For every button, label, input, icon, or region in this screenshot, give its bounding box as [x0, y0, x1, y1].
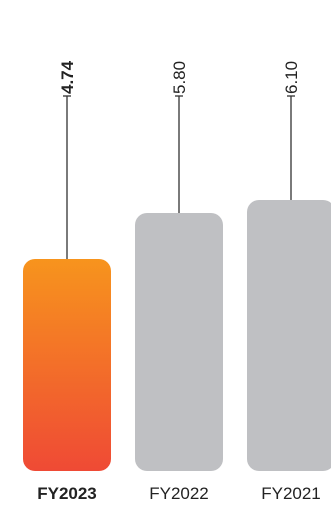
- bar-group-fy2021: 6.10 FY2021: [247, 61, 331, 503]
- bar-fy2021: [247, 199, 331, 471]
- value-label-fy2022: 5.80: [170, 61, 189, 94]
- bar-fy2022: [135, 213, 223, 471]
- value-label-fy2023: 4.74: [58, 60, 77, 94]
- category-label-fy2021: FY2021: [261, 484, 321, 503]
- category-label-fy2022: FY2022: [149, 484, 209, 503]
- bar-group-fy2022: 5.80 FY2022: [135, 61, 223, 503]
- bar-fy2023: [23, 259, 111, 471]
- bar-group-fy2023: 4.74 FY2023: [23, 60, 111, 503]
- bars-layer: 4.74 FY2023 5.80 FY2022 6.10 FY2021: [23, 60, 331, 503]
- value-label-fy2021: 6.10: [282, 61, 301, 94]
- category-label-fy2023: FY2023: [37, 484, 97, 503]
